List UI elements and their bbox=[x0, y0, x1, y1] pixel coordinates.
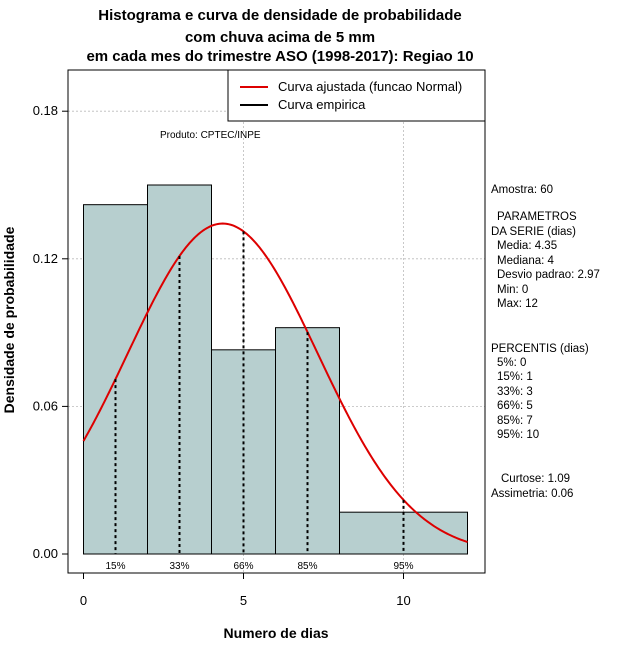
percentile-label: 66% bbox=[233, 561, 253, 572]
legend-box bbox=[227, 69, 486, 122]
stats-line: Max: 12 bbox=[497, 298, 538, 310]
percentile-label: 95% bbox=[393, 561, 413, 572]
y-axis-tick-label: 0.12 bbox=[33, 251, 58, 266]
histogram-bar bbox=[211, 349, 276, 555]
stats-line: 95%: 10 bbox=[497, 429, 539, 441]
y-axis-label: Densidade de probabilidade bbox=[1, 226, 17, 413]
stats-line: Mediana: 4 bbox=[497, 255, 555, 267]
percentile-label: 85% bbox=[297, 561, 317, 572]
product-annotation: Produto: CPTEC/INPE bbox=[160, 130, 261, 141]
stats-line: Min: 0 bbox=[497, 284, 528, 296]
percentile-label: 15% bbox=[105, 561, 125, 572]
stats-line: PERCENTIS (dias) bbox=[491, 343, 589, 355]
stats-line: Curtose: 1.09 bbox=[501, 473, 570, 485]
legend-label: Curva empirica bbox=[278, 97, 366, 112]
y-axis-tick-label: 0.06 bbox=[33, 398, 58, 413]
x-axis-label: Numero de dias bbox=[223, 625, 328, 641]
x-axis-tick-label: 10 bbox=[396, 593, 410, 608]
x-axis-tick-label: 0 bbox=[80, 593, 87, 608]
stats-line: Desvio padrao: 2.97 bbox=[497, 269, 600, 281]
stats-line: PARAMETROS bbox=[497, 211, 577, 223]
legend-label: Curva ajustada (funcao Normal) bbox=[278, 79, 462, 94]
stats-line: 33%: 3 bbox=[497, 386, 533, 398]
chart-title-line: em cada mes do trimestre ASO (1998-2017)… bbox=[86, 48, 473, 65]
y-axis-tick-label: 0.18 bbox=[33, 103, 58, 118]
chart-title-line: Histograma e curva de densidade de proba… bbox=[98, 7, 461, 24]
x-axis-tick-label: 5 bbox=[240, 593, 247, 608]
stats-line: Assimetria: 0.06 bbox=[491, 488, 573, 500]
stats-line: Amostra: 60 bbox=[491, 184, 553, 196]
percentile-label: 33% bbox=[169, 561, 189, 572]
stats-line: 66%: 5 bbox=[497, 400, 533, 412]
normal-density-curve bbox=[82, 222, 468, 543]
stats-line: DA SERIE (dias) bbox=[491, 226, 576, 238]
y-axis-tick-label: 0.00 bbox=[33, 546, 58, 561]
chart-title-line: com chuva acima de 5 mm bbox=[185, 29, 375, 46]
stats-line: 85%: 7 bbox=[497, 415, 533, 427]
stats-line: 5%: 0 bbox=[497, 357, 526, 369]
stats-line: Media: 4.35 bbox=[497, 240, 557, 252]
stats-line: 15%: 1 bbox=[497, 371, 533, 383]
